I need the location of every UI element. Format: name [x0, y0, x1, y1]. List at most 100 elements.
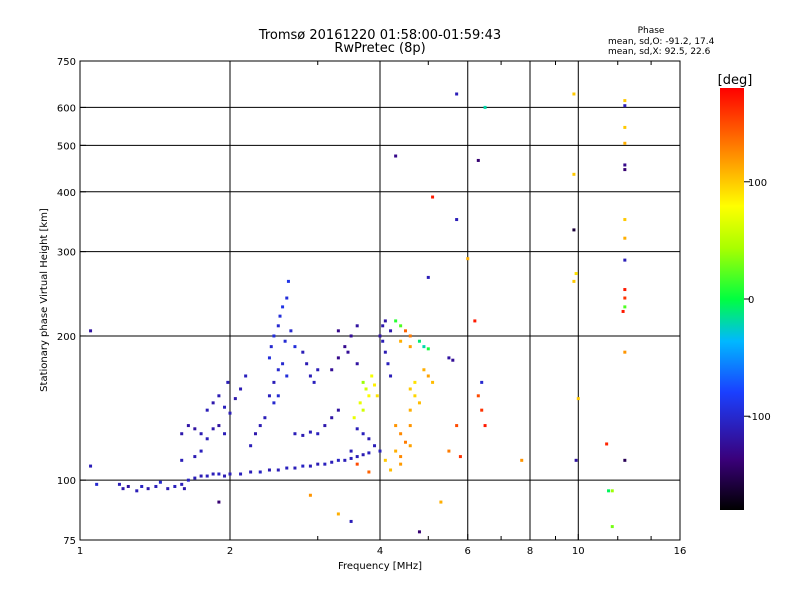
x-tick-label: 8 [527, 546, 533, 557]
colorbar: [deg] 100 0 -100 [718, 73, 771, 510]
data-point [572, 228, 576, 232]
data-point [281, 362, 285, 366]
data-point [572, 92, 576, 96]
data-point [370, 374, 374, 378]
data-point [439, 500, 443, 504]
data-point [378, 334, 382, 338]
data-point [289, 329, 293, 333]
data-point [623, 104, 627, 108]
data-point [623, 168, 627, 172]
data-point [361, 453, 365, 457]
colorbar-tick-label: 100 [748, 178, 767, 189]
data-point [607, 489, 611, 493]
data-point [349, 456, 353, 460]
data-point [330, 460, 334, 464]
data-point [316, 368, 320, 372]
data-point [249, 444, 253, 448]
data-point [364, 387, 368, 391]
data-point [154, 484, 158, 488]
data-point [355, 324, 359, 328]
data-point [330, 368, 334, 372]
data-point [217, 472, 221, 476]
data-point [361, 380, 365, 384]
axis-ticks: 1 2 4 6 8 10 16 75 100 200 300 400 500 600 750 [57, 57, 686, 557]
data-point [285, 466, 289, 470]
data-point [367, 437, 371, 441]
data-point [205, 437, 209, 441]
y-tick-label: 100 [57, 476, 76, 487]
data-point [483, 424, 487, 428]
data-point [89, 329, 93, 333]
chart-title: Tromsø 20161220 01:58:00-01:59:43 [258, 28, 501, 43]
data-point [389, 468, 393, 472]
data-point [276, 468, 280, 472]
data-point [399, 455, 403, 459]
stats-heading: Phase [638, 26, 665, 36]
data-point [316, 462, 320, 466]
data-point [623, 296, 627, 300]
data-point [166, 487, 170, 491]
data-point [373, 383, 377, 387]
data-point [480, 408, 484, 412]
data-point [228, 472, 232, 476]
data-point [381, 339, 385, 343]
data-point [623, 305, 627, 309]
data-point [408, 334, 412, 338]
data-point [301, 464, 305, 468]
data-point [211, 427, 215, 431]
x-tick-label: 4 [377, 546, 383, 557]
x-tick-label: 1 [77, 546, 83, 557]
data-point [281, 305, 285, 309]
data-point [408, 444, 412, 448]
data-point [399, 339, 403, 343]
stats-line-x: mean, sd,X: 92.5, 22.6 [608, 47, 711, 57]
data-point [276, 368, 280, 372]
data-point [373, 444, 377, 448]
data-point [239, 387, 243, 391]
data-point [605, 442, 609, 446]
data-point [258, 424, 262, 428]
x-axis-label: Frequency [MHz] [338, 561, 422, 572]
data-point [323, 462, 327, 466]
data-point [263, 416, 267, 420]
data-point [422, 345, 426, 349]
data-point [408, 424, 412, 428]
data-point [623, 141, 627, 145]
data-point [199, 474, 203, 478]
data-point [267, 356, 271, 360]
data-point [610, 525, 614, 529]
data-point [572, 172, 576, 176]
data-point [355, 462, 359, 466]
data-point [205, 474, 209, 478]
data-point [349, 519, 353, 523]
data-point [223, 432, 227, 436]
data-point [199, 432, 203, 436]
y-tick-label: 750 [57, 57, 76, 68]
data-point [305, 362, 309, 366]
data-point [426, 374, 430, 378]
data-point [367, 470, 371, 474]
data-point [193, 455, 197, 459]
data-point [403, 440, 407, 444]
data-point [610, 489, 614, 493]
data-point [285, 374, 289, 378]
data-point [417, 339, 421, 343]
data-point [180, 482, 184, 486]
data-point [293, 466, 297, 470]
data-point [381, 324, 385, 328]
chart-subtitle: RwPretec (8p) [334, 41, 425, 56]
data-point [217, 394, 221, 398]
x-tick-label: 10 [572, 546, 585, 557]
data-point [367, 451, 371, 455]
y-tick-label: 500 [57, 141, 76, 152]
data-point [408, 408, 412, 412]
data-point [343, 345, 347, 349]
data-point [146, 487, 150, 491]
data-point [426, 275, 430, 279]
data-point [466, 257, 470, 261]
data-point [623, 458, 627, 462]
x-tick-label: 2 [227, 546, 233, 557]
data-point [458, 455, 462, 459]
y-tick-label: 600 [57, 103, 76, 114]
data-point [186, 424, 190, 428]
